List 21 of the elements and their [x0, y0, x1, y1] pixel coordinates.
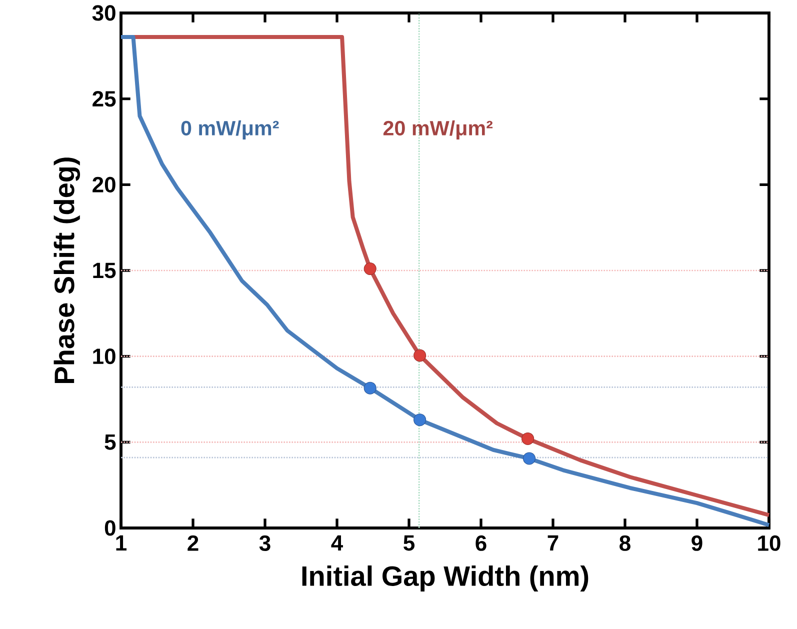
x-tick-label: 4: [331, 535, 343, 550]
y-tick-label: 10: [93, 348, 116, 364]
x-tick-label: 9: [692, 535, 702, 551]
x-axis-title: Initial Gap Width (nm): [302, 565, 588, 592]
y-axis-title: Phase Shift (deg): [54, 158, 80, 383]
y-tick-label: 5: [104, 434, 116, 450]
series-label: 0 mW/μm²: [181, 120, 279, 140]
x-tick-label: 8: [620, 535, 630, 551]
y-tick-label: 15: [93, 262, 116, 278]
x-tick-label: 7: [548, 535, 558, 550]
series-label: 20 mW/μm²: [383, 120, 493, 140]
y-tick-label: 25: [92, 91, 116, 107]
y-tick-label: 30: [92, 5, 116, 21]
x-tick-label: 2: [188, 535, 198, 551]
x-tick-label: 6: [476, 535, 486, 551]
x-tick-label: 10: [758, 535, 780, 551]
x-tick-label: 5: [404, 535, 415, 551]
y-tick-label: 0: [104, 520, 116, 536]
x-tick-label: 1: [116, 535, 127, 550]
x-tick-label: 3: [259, 535, 270, 551]
y-tick-label: 20: [92, 176, 116, 192]
